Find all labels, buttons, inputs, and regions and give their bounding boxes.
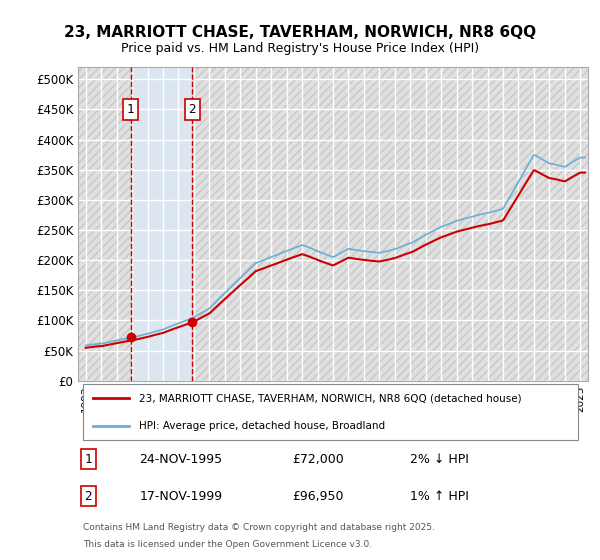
Text: 23, MARRIOTT CHASE, TAVERHAM, NORWICH, NR8 6QQ (detached house): 23, MARRIOTT CHASE, TAVERHAM, NORWICH, N…	[139, 393, 522, 403]
Bar	[78, 67, 131, 381]
Text: £96,950: £96,950	[292, 489, 344, 502]
Text: £72,000: £72,000	[292, 452, 344, 465]
Bar	[193, 67, 588, 381]
Text: Price paid vs. HM Land Registry's House Price Index (HPI): Price paid vs. HM Land Registry's House …	[121, 42, 479, 55]
Text: 2% ↓ HPI: 2% ↓ HPI	[409, 452, 469, 465]
Text: HPI: Average price, detached house, Broadland: HPI: Average price, detached house, Broa…	[139, 421, 385, 431]
Text: 17-NOV-1999: 17-NOV-1999	[139, 489, 223, 502]
Text: 2: 2	[85, 489, 92, 502]
Bar	[78, 67, 131, 381]
Text: 1: 1	[127, 103, 134, 116]
Text: 23, MARRIOTT CHASE, TAVERHAM, NORWICH, NR8 6QQ: 23, MARRIOTT CHASE, TAVERHAM, NORWICH, N…	[64, 25, 536, 40]
Text: 24-NOV-1995: 24-NOV-1995	[139, 452, 223, 465]
Text: Contains HM Land Registry data © Crown copyright and database right 2025.: Contains HM Land Registry data © Crown c…	[83, 523, 435, 532]
Text: 1% ↑ HPI: 1% ↑ HPI	[409, 489, 469, 502]
Text: 1: 1	[85, 452, 92, 465]
FancyBboxPatch shape	[83, 384, 578, 440]
Bar	[193, 67, 588, 381]
Text: 2: 2	[188, 103, 196, 116]
Bar	[131, 67, 193, 381]
Text: This data is licensed under the Open Government Licence v3.0.: This data is licensed under the Open Gov…	[83, 540, 372, 549]
